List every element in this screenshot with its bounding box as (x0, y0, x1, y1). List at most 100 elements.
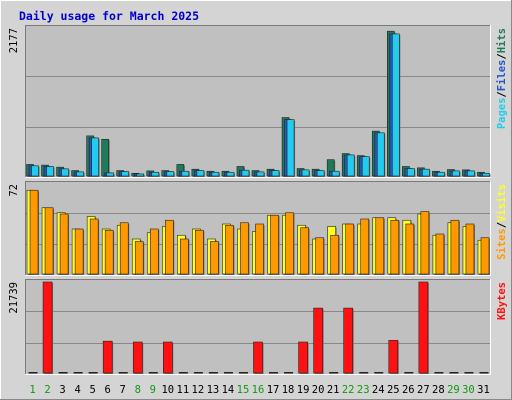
bar-pages (241, 169, 250, 177)
bar-pages (91, 137, 100, 177)
x-tick-label: 2 (44, 384, 50, 396)
bar-sites (59, 213, 70, 275)
bar-zero-kbytes (28, 372, 38, 374)
bar-zero-kbytes (449, 372, 459, 374)
legend-entry: / (496, 222, 508, 228)
bar-sites (89, 218, 100, 275)
bar-zero-kbytes (88, 372, 98, 374)
bar-kbytes (298, 341, 309, 374)
x-tick-label: 13 (207, 384, 220, 396)
bar-zero-kbytes (404, 372, 414, 374)
bar-pages (106, 172, 115, 177)
bar-zero-kbytes (329, 372, 339, 374)
x-tick-label: 11 (177, 384, 190, 396)
bar-kbytes (132, 341, 144, 374)
x-tick-label: 12 (192, 384, 205, 396)
bar-pages (31, 165, 40, 177)
bar-kbytes (42, 281, 54, 374)
bar-kbytes (388, 340, 399, 374)
legend-entry: / (496, 53, 508, 59)
bar-sites (285, 212, 295, 275)
bar-pages (301, 169, 311, 177)
bar-pages (286, 119, 296, 177)
bar-zero-kbytes (118, 372, 128, 374)
x-tick-label: 21 (327, 384, 340, 396)
bar-sites (149, 228, 160, 275)
x-tick-label: 17 (267, 384, 280, 396)
x-tick-label: 23 (357, 384, 370, 396)
bar-pages (422, 168, 431, 177)
legend-entry: Sites (496, 228, 508, 260)
bar-sites (345, 223, 355, 275)
bar-sites (29, 189, 40, 275)
bar-sites (180, 238, 190, 275)
bar-pages (121, 171, 130, 177)
bar-zero-kbytes (58, 372, 68, 374)
bar-zero-kbytes (269, 372, 279, 374)
x-axis-labels: 1 2 3 4 5 6 7 8 9 10 11 12 13 14 15 16 17 18 19 20 21 22 23 24 2… (29, 384, 489, 396)
bar-pages (482, 172, 491, 177)
x-tick-label: 1 (29, 384, 35, 396)
bar-sites (134, 241, 145, 275)
x-tick-label: 26 (402, 384, 415, 396)
bar-kbytes (163, 341, 174, 374)
legend-entry: Files (496, 60, 508, 92)
bar-pages (271, 170, 281, 177)
legend-entry: / (496, 91, 508, 97)
bar-pages (226, 171, 235, 177)
bar-pages (196, 170, 205, 177)
x-tick-label: 19 (297, 384, 310, 396)
bar-sites (104, 229, 115, 275)
bar-sites (225, 224, 235, 275)
bar-sites (375, 217, 385, 275)
bar-zero-kbytes (178, 372, 188, 374)
bar-zero-kbytes (73, 372, 83, 374)
x-tick-label: 27 (417, 384, 430, 396)
bar-zero-kbytes (193, 372, 203, 374)
bar-sites (435, 233, 445, 275)
bar-sites (420, 211, 430, 275)
bar-pages (437, 171, 446, 177)
bar-pages (361, 156, 371, 177)
legend-hits-files-pages: Pages/Files/Hits (496, 28, 508, 129)
bar-pages (376, 132, 386, 177)
bar-zero-kbytes (464, 372, 474, 374)
bar-pages (256, 171, 265, 177)
bar-pages (166, 171, 175, 177)
bar-hits (101, 138, 110, 177)
bar-zero-kbytes (284, 372, 294, 374)
bar-zero-kbytes (374, 372, 384, 374)
bar-pages (391, 33, 401, 177)
bar-pages (181, 170, 190, 177)
x-tick-label: 4 (74, 384, 80, 396)
bar-sites (330, 234, 340, 275)
bar-zero-kbytes (148, 372, 158, 374)
bar-pages (407, 168, 416, 177)
bar-zero-kbytes (208, 372, 218, 374)
bar-sites (240, 222, 250, 275)
panel-hits-files-pages: 2177 Pages/Files/Hits (8, 25, 508, 178)
x-tick-label: 16 (252, 384, 265, 396)
bar-sites (360, 218, 370, 275)
bar-pages (151, 171, 160, 177)
x-tick-label: 8 (135, 384, 141, 396)
bar-sites (405, 223, 415, 275)
bar-sites (465, 223, 475, 275)
bar-zero-kbytes (223, 372, 233, 374)
bar-pages (61, 168, 70, 177)
x-tick-label: 6 (105, 384, 111, 396)
bar-kbytes (102, 340, 114, 374)
bar-pages (467, 170, 476, 177)
bar-kbytes (253, 341, 264, 374)
legend-visits-sites: Sites/Visits (496, 184, 508, 260)
y-axis-max-label: 2177 (8, 28, 20, 53)
bar-sites (119, 222, 130, 275)
legend-entry: Pages (496, 98, 508, 130)
bar-sites (390, 219, 400, 275)
x-tick-label: 28 (432, 384, 445, 396)
bar-zero-kbytes (434, 372, 444, 374)
x-tick-label: 30 (462, 384, 475, 396)
